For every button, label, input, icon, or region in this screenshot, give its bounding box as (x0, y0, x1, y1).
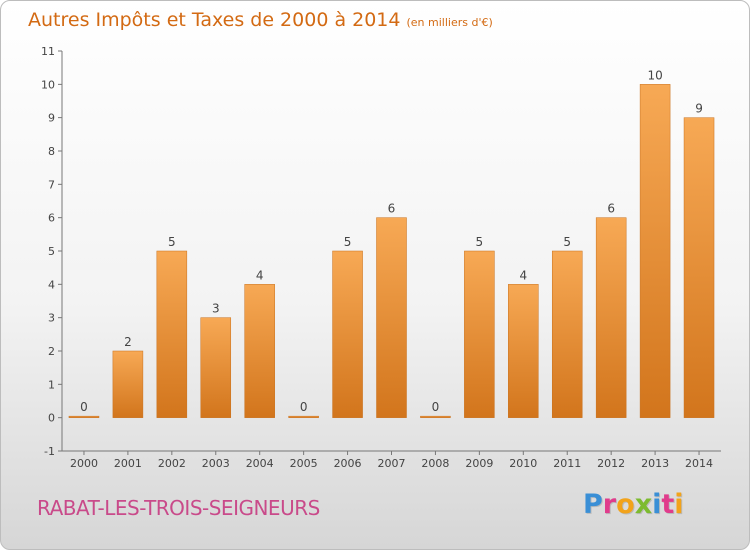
bar-2010 (508, 284, 539, 418)
bar-2006 (332, 250, 363, 418)
logo-letter: r (602, 489, 617, 520)
y-tick-label: 9 (48, 112, 55, 125)
bar-2007 (376, 217, 407, 418)
x-tick-label-2004: 2004 (246, 457, 274, 470)
y-tick-label: 1 (48, 378, 55, 391)
x-tick-label-2012: 2012 (597, 457, 625, 470)
chart-unit: (en milliers d'€) (406, 16, 493, 29)
x-tick-label-2008: 2008 (421, 457, 449, 470)
logo-letter: x (634, 489, 653, 520)
value-label-2006: 5 (344, 235, 352, 249)
bar-2012 (595, 217, 627, 418)
y-tick-label: 0 (48, 412, 55, 425)
value-label-2010: 4 (519, 268, 527, 282)
value-label-2007: 6 (388, 202, 396, 216)
value-label-2008: 0 (432, 400, 440, 414)
x-tick-label-2006: 2006 (334, 457, 362, 470)
chart-title: Autres Impôts et Taxes de 2000 à 2014 (en… (28, 9, 493, 31)
y-tick-label: 2 (48, 345, 55, 358)
chart-title-text: Autres Impôts et Taxes de 2000 à 2014 (28, 9, 401, 31)
value-label-2005: 0 (300, 400, 308, 414)
logo-letter: P (583, 489, 603, 520)
value-label-2002: 5 (168, 235, 176, 249)
x-tick-label-2002: 2002 (158, 457, 186, 470)
y-tick-label: 7 (48, 178, 55, 191)
bar-2003 (200, 317, 232, 418)
x-tick-label-2003: 2003 (202, 457, 230, 470)
x-tick-label-2013: 2013 (641, 457, 669, 470)
bar-2013 (639, 84, 671, 418)
bar-2002 (156, 250, 188, 418)
x-tick-label-2000: 2000 (70, 457, 98, 470)
place-name: RABAT-LES-TROIS-SEIGNEURS (37, 496, 320, 520)
bar-2009 (464, 250, 495, 418)
value-label-2009: 5 (476, 235, 484, 249)
bar-2001 (112, 350, 144, 418)
y-tick-label: -1 (44, 445, 55, 458)
bar-2008 (420, 415, 451, 418)
bar-2000 (68, 415, 100, 418)
bar-2005 (288, 415, 319, 418)
logo-letter: o (616, 489, 635, 520)
x-tick-label-2001: 2001 (114, 457, 142, 470)
bar-2004 (244, 284, 275, 418)
y-tick-label: 8 (48, 145, 55, 158)
logo-letter: i (652, 489, 662, 520)
value-label-2003: 3 (212, 302, 220, 316)
proxiti-logo[interactable]: Proxiti (583, 489, 684, 520)
value-label-2000: 0 (80, 400, 88, 414)
value-label-2011: 5 (563, 235, 571, 249)
x-tick-label-2010: 2010 (509, 457, 537, 470)
bar-2014 (683, 117, 715, 418)
y-tick-label: 10 (41, 78, 55, 91)
value-label-2004: 4 (256, 268, 264, 282)
y-tick-label: 6 (48, 212, 55, 225)
value-label-2013: 10 (647, 68, 662, 82)
x-tick-label-2014: 2014 (685, 457, 713, 470)
bar-2011 (551, 250, 583, 418)
y-tick-label: 11 (41, 45, 55, 58)
x-tick-label-2011: 2011 (553, 457, 581, 470)
value-label-2014: 9 (695, 102, 703, 116)
value-label-2001: 2 (124, 335, 132, 349)
logo-letter: t (661, 489, 675, 520)
y-tick-label: 3 (48, 312, 55, 325)
y-tick-label: 5 (48, 245, 55, 258)
logo-letter: i (674, 489, 684, 520)
x-tick-label-2007: 2007 (378, 457, 406, 470)
value-label-2012: 6 (607, 202, 615, 216)
x-tick-label-2005: 2005 (290, 457, 318, 470)
y-tick-label: 4 (48, 278, 55, 291)
x-tick-label-2009: 2009 (465, 457, 493, 470)
